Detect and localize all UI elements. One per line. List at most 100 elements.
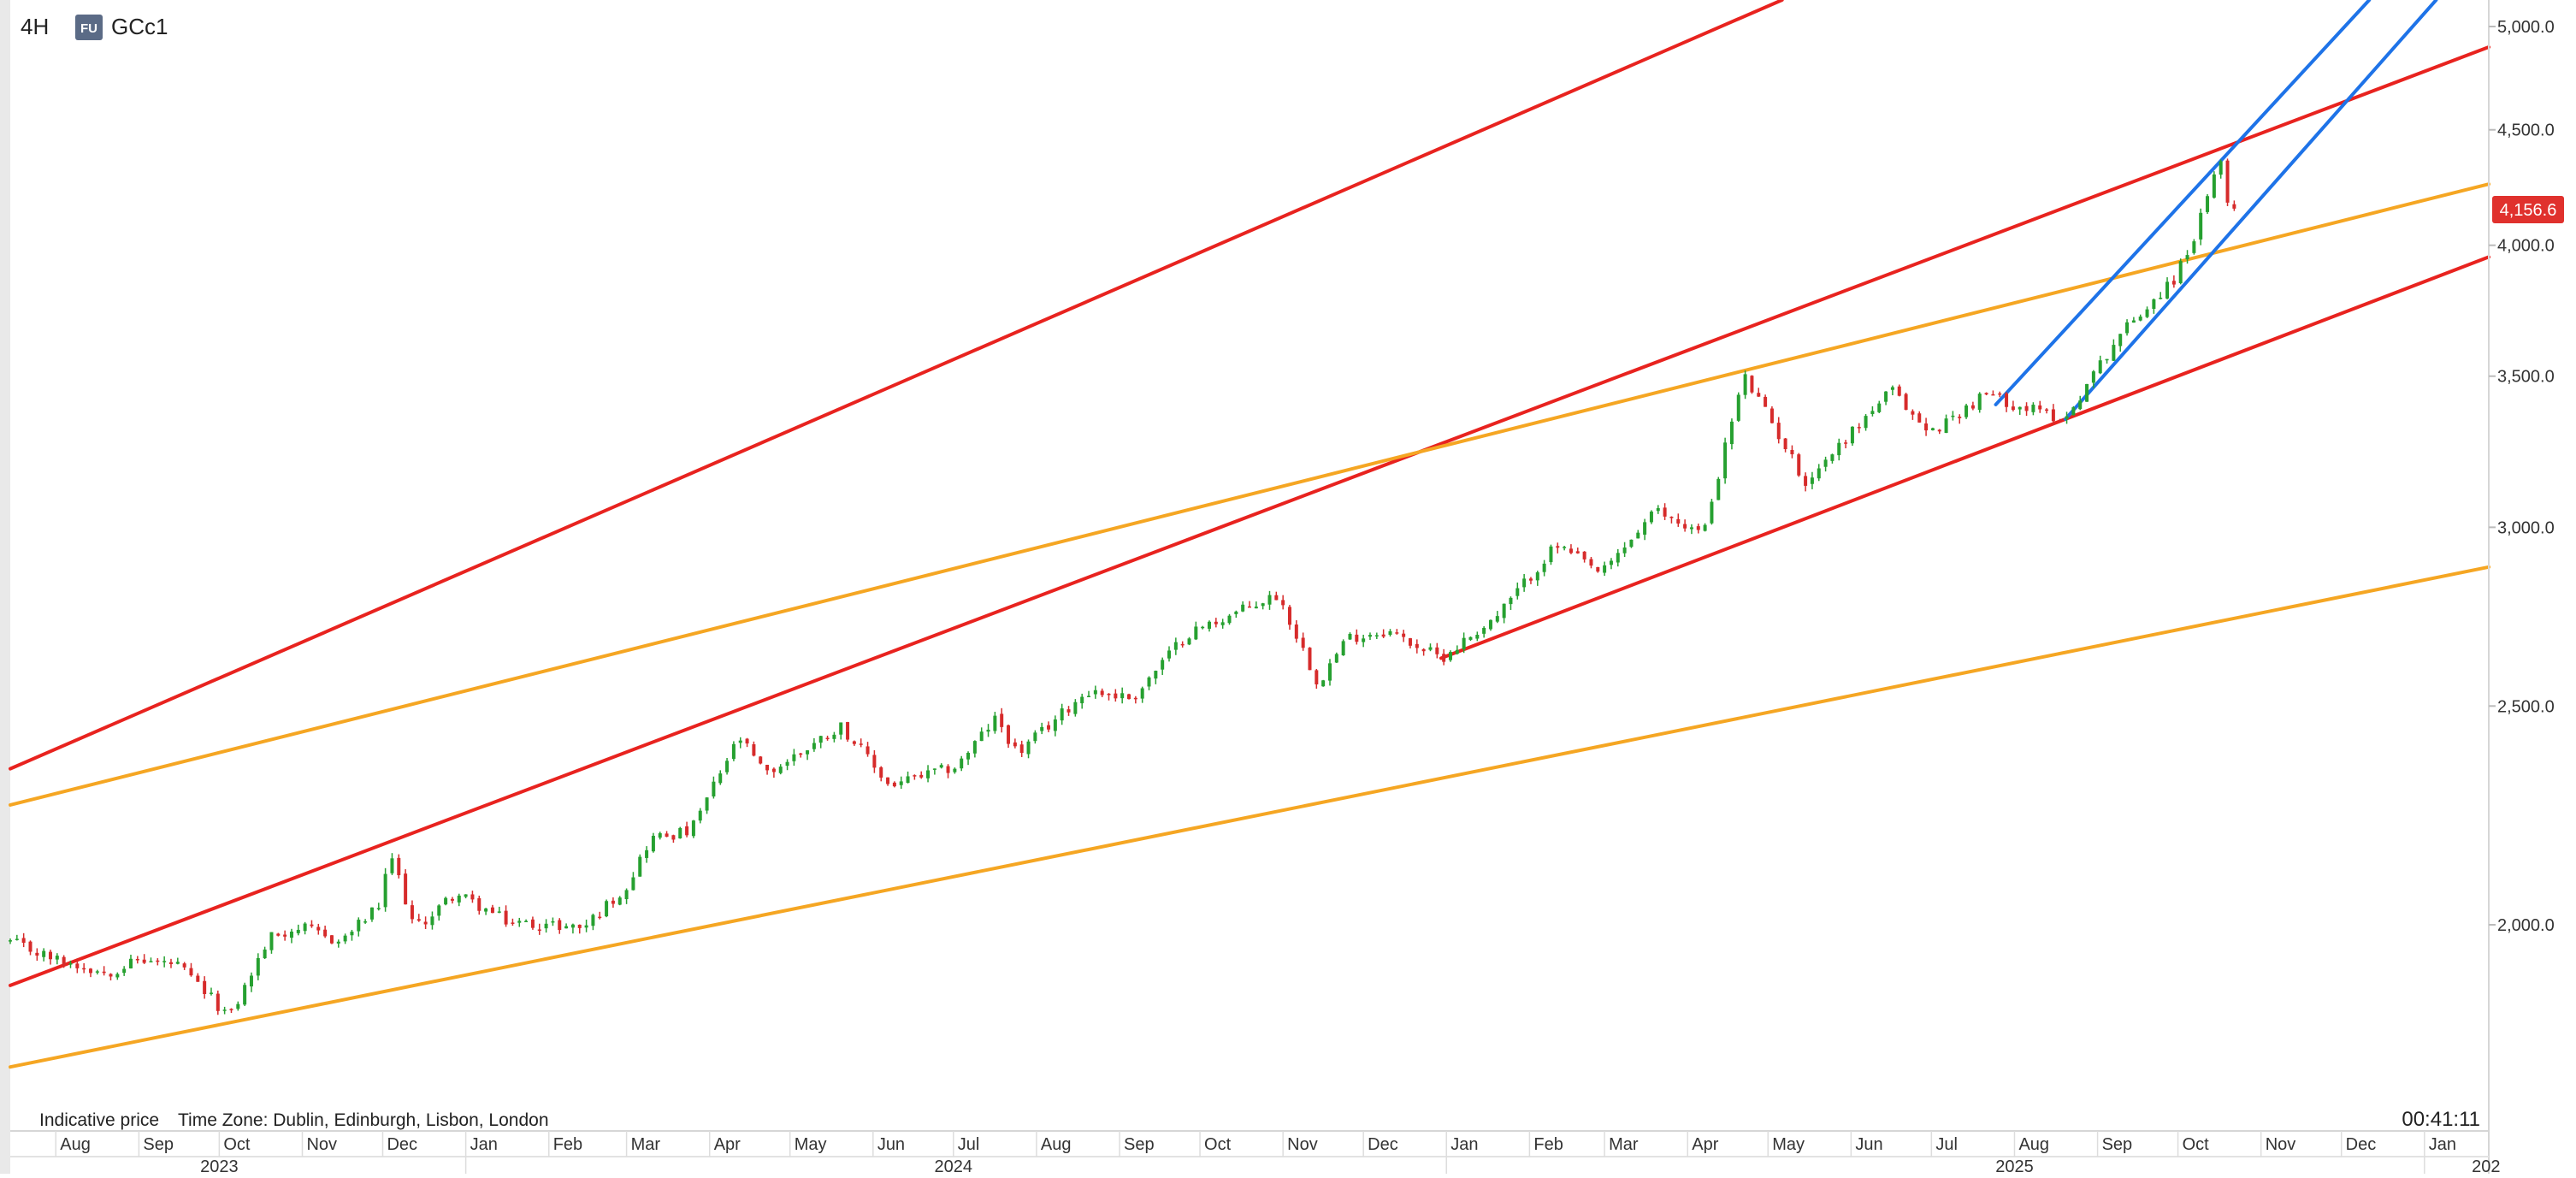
- month-tick-label: Jan: [470, 1135, 498, 1154]
- candle-down: [1435, 647, 1439, 654]
- red-trendline[interactable]: [9, 45, 2490, 987]
- candle-up: [1321, 680, 1326, 687]
- candle-down: [879, 767, 883, 778]
- candle-up: [1884, 391, 1888, 402]
- candle-up: [926, 770, 931, 778]
- candle-up: [1327, 663, 1332, 681]
- candle-down: [1596, 566, 1600, 572]
- candle-up: [1267, 595, 1272, 605]
- timeframe-label[interactable]: 4H: [21, 14, 49, 39]
- candle-up: [1877, 403, 1882, 412]
- candle-down: [913, 775, 917, 777]
- candle-down: [886, 777, 890, 784]
- candle-down: [142, 959, 146, 963]
- candle-up: [2118, 334, 2123, 346]
- candle-up: [369, 907, 374, 920]
- candle-up: [725, 761, 730, 773]
- candle-up: [1703, 524, 1707, 531]
- candle-down: [1984, 393, 1988, 395]
- red-trendline[interactable]: [9, 0, 1784, 771]
- candle-up: [2178, 261, 2183, 284]
- candle-down: [2005, 393, 2009, 407]
- candle-down: [1007, 725, 1011, 744]
- candle-up: [115, 974, 120, 978]
- instrument-badge-label: FU: [80, 21, 97, 36]
- candle-up: [296, 929, 300, 933]
- candle-up: [1951, 415, 1955, 417]
- candle-down: [203, 980, 207, 994]
- candle-up: [712, 781, 716, 796]
- candle-up: [1241, 604, 1245, 612]
- red-trendline[interactable]: [1439, 255, 2490, 660]
- candle-up: [1341, 641, 1345, 655]
- candle-down: [1589, 559, 1593, 566]
- month-tick-label: Nov: [306, 1135, 337, 1154]
- candle-up: [591, 915, 595, 926]
- candle-up: [1093, 690, 1097, 695]
- candle-up: [1542, 563, 1546, 572]
- candle-up: [718, 773, 723, 784]
- candle-up: [698, 810, 702, 821]
- candle-up: [1977, 394, 1982, 411]
- candle-up: [1026, 741, 1031, 755]
- bar-countdown: 00:41:11: [2402, 1108, 2480, 1131]
- candle-down: [1991, 394, 1995, 396]
- candle-up: [678, 827, 682, 839]
- candle-down: [156, 960, 160, 962]
- candle-up: [457, 895, 461, 903]
- candle-up: [1374, 635, 1379, 636]
- candle-down: [1127, 694, 1131, 700]
- timezone-label[interactable]: Time Zone: Dublin, Edinburgh, Lisbon, Lo…: [178, 1110, 549, 1130]
- candle-up: [1087, 696, 1091, 698]
- candle-down: [1281, 600, 1285, 606]
- candle-up: [584, 925, 588, 928]
- candle-up: [1073, 701, 1078, 714]
- candle-up: [149, 961, 153, 962]
- candle-down: [2058, 419, 2062, 422]
- month-tick-label: Mar: [631, 1135, 661, 1154]
- candle-down: [1066, 709, 1071, 713]
- candle-up: [42, 950, 46, 957]
- candle-up: [1187, 638, 1191, 645]
- candle-down: [1395, 632, 1399, 634]
- month-tick-label: Sep: [1124, 1135, 1155, 1154]
- orange-trendline[interactable]: [9, 565, 2490, 1069]
- candle-down: [21, 938, 26, 943]
- candle-up: [1616, 553, 1620, 563]
- month-tick-label: Aug: [60, 1135, 91, 1154]
- symbol-label[interactable]: GCc1: [111, 14, 168, 39]
- candle-down: [1897, 386, 1901, 396]
- candle-down: [1582, 551, 1586, 559]
- candle-up: [2192, 241, 2196, 253]
- candle-down: [2011, 406, 2015, 411]
- candle-down: [417, 919, 421, 921]
- month-tick-label: Oct: [1204, 1135, 1232, 1154]
- candle-up: [979, 731, 984, 742]
- candle-down: [276, 933, 281, 936]
- candle-up: [1488, 619, 1492, 630]
- candle-down: [771, 768, 776, 773]
- blue-trendline[interactable]: [1994, 0, 2372, 406]
- trendlines-layer[interactable]: [9, 0, 2490, 1069]
- candle-down: [919, 774, 924, 778]
- candle-up: [68, 963, 73, 965]
- candle-up: [1729, 421, 1734, 445]
- candle-up: [1368, 635, 1372, 637]
- candle-down: [1663, 507, 1667, 517]
- price-axis[interactable]: [2490, 0, 2576, 1174]
- candle-down: [825, 737, 830, 740]
- blue-trendline[interactable]: [2063, 0, 2438, 421]
- time-axis[interactable]: Aug Sep Oct Nov Dec Jan Feb Mar Apr May Jun Jul Aug S…: [55, 1131, 2501, 1176]
- orange-trendline[interactable]: [9, 182, 2490, 807]
- candle-down: [75, 963, 80, 968]
- candle-down: [1676, 518, 1681, 524]
- candle-up: [2098, 360, 2102, 374]
- candle-up: [363, 921, 368, 923]
- candle-up: [437, 905, 441, 916]
- candle-up: [1864, 416, 1868, 429]
- candle-down: [410, 905, 414, 920]
- candle-up: [993, 715, 997, 731]
- candle-down: [1274, 595, 1279, 601]
